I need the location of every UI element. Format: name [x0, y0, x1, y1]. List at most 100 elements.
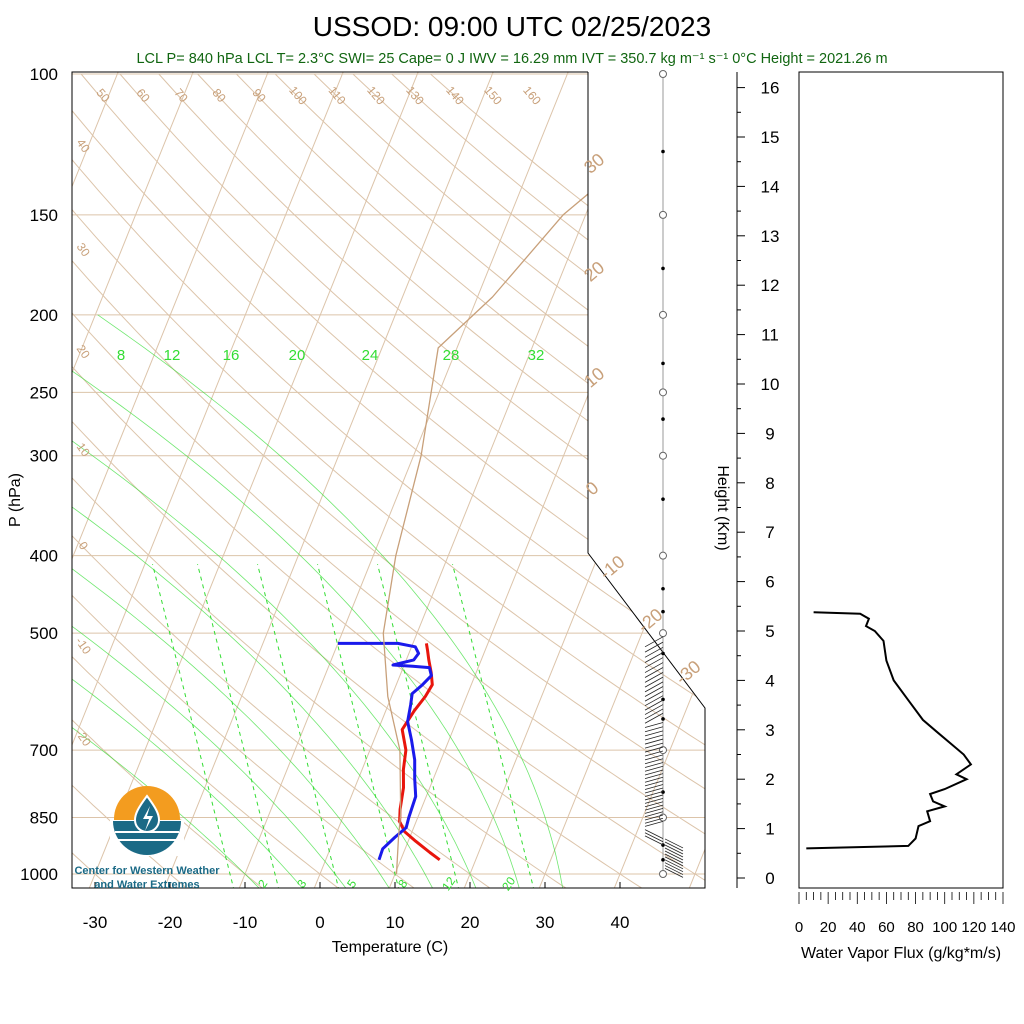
dry-adiabat-line	[72, 73, 705, 888]
dry-adiabat-line	[72, 73, 647, 888]
dry-adiabat-line	[391, 73, 705, 888]
temperature-label-right: 10	[580, 363, 608, 391]
isotherm-line	[87, 72, 426, 888]
wind-barb	[644, 758, 664, 765]
isotherm-label: 50	[93, 86, 113, 105]
temperature-tick-label: -30	[83, 913, 108, 932]
height-tick-label: 8	[765, 474, 774, 493]
mixing-ratio-line	[257, 564, 340, 888]
pressure-tick-label: 500	[30, 624, 58, 643]
isotherm-label: 70	[171, 86, 191, 105]
wind-barb	[644, 708, 664, 720]
height-tick-label: 11	[761, 326, 779, 345]
moist-adiabat-line	[72, 314, 349, 888]
isotherm-label: 160	[520, 83, 544, 108]
wind-barb	[644, 804, 664, 811]
wind-barb	[644, 821, 664, 827]
height-tick-label: 13	[761, 227, 780, 246]
mixing-ratio-label: 32	[528, 347, 545, 364]
dry-adiabat-line	[158, 73, 705, 888]
dry-adiabat-line	[72, 73, 191, 888]
wind-level-dot	[661, 149, 665, 154]
dewpoint-profile-line	[337, 641, 433, 861]
moist-adiabat-line	[72, 314, 478, 888]
pressure-tick-label: 400	[30, 547, 58, 566]
chart-subtitle: LCL P= 840 hPa LCL T= 2.3°C SWI= 25 Cape…	[136, 51, 887, 67]
height-tick-label: 2	[765, 770, 774, 789]
wind-barb	[644, 794, 664, 801]
temperature-tick-label: -10	[233, 913, 258, 932]
wind-barbs	[644, 70, 684, 878]
wind-barb	[644, 734, 664, 741]
mixing-ratio-line	[152, 564, 235, 888]
wind-level-dot	[661, 266, 665, 271]
wind-level-marker	[659, 451, 667, 460]
wind-barb	[644, 671, 664, 683]
mixing-ratio-label: 28	[443, 347, 460, 364]
wind-level-marker	[659, 388, 667, 397]
wind-barb	[644, 686, 664, 697]
mixing-ratio-label: 24	[362, 347, 379, 364]
flux-tick-label: 60	[878, 919, 895, 936]
height-tick-label: 12	[761, 276, 780, 295]
temperature-tick-label: -20	[158, 913, 183, 932]
dry-adiabat-line	[72, 73, 705, 888]
wind-barb	[664, 865, 684, 875]
dry-adiabat-line	[72, 73, 705, 888]
temperature-label-right: -10	[596, 551, 629, 583]
isotherm-line	[72, 72, 201, 888]
wind-barb	[644, 695, 664, 707]
flux-tick-label: 0	[795, 919, 803, 936]
dry-adiabat-line	[80, 73, 705, 888]
flux-tick-label: 40	[849, 919, 866, 936]
wind-level-marker	[659, 629, 667, 638]
wind-barb	[644, 829, 664, 839]
temperature-label-left: 10	[74, 440, 93, 459]
mixing-ratio-label: 12	[164, 347, 181, 364]
wind-level-dot	[661, 858, 665, 862]
height-tick-label: 9	[765, 424, 774, 443]
wind-level-dot	[661, 717, 665, 721]
wind-level-marker	[659, 551, 667, 560]
isotherm-line	[612, 72, 705, 888]
skewt-lines	[72, 72, 705, 888]
flux-axis-label: Water Vapor Flux (g/kg*m/s)	[801, 945, 1001, 962]
wind-barb	[664, 859, 684, 870]
wind-barb	[644, 681, 664, 693]
wind-level-dot	[661, 586, 665, 591]
wind-barb	[664, 844, 684, 855]
temperature-label-right: 0	[582, 478, 603, 500]
wind-level-dot	[661, 651, 665, 656]
wind-barb	[644, 776, 664, 783]
mixing-ratio-label: 16	[223, 347, 240, 364]
wind-barb	[644, 797, 664, 804]
isotherm-label: 140	[443, 83, 467, 108]
temperature-label-right: 20	[580, 257, 608, 285]
wind-barb	[644, 641, 664, 653]
wind-barb	[644, 762, 664, 768]
pressure-tick-label: 200	[30, 306, 58, 325]
moist-adiabat-line	[72, 314, 263, 888]
temperature-tick-label: 10	[386, 913, 405, 932]
mixing-ratio-line	[197, 564, 280, 888]
moist-adiabat-line	[72, 314, 392, 888]
wind-barb	[644, 773, 664, 780]
mixing-ratio-line	[317, 564, 400, 888]
wind-barb	[644, 784, 664, 790]
wind-barb	[644, 704, 664, 715]
wind-barb	[644, 814, 664, 821]
pressure-tick-label: 150	[30, 206, 58, 225]
height-tick-label: 16	[761, 79, 780, 98]
height-tick-label: 10	[761, 375, 780, 394]
isotherm-line	[462, 72, 705, 888]
wind-barb	[644, 808, 664, 814]
temperature-label-left: 30	[74, 240, 93, 259]
isotherm-line	[237, 72, 576, 888]
pressure-tick-label: 100	[30, 65, 58, 84]
wind-barb	[644, 636, 664, 648]
temperature-label-left: 20	[74, 342, 93, 361]
isotherm-line	[72, 72, 276, 888]
flux-tick-label: 20	[820, 919, 837, 936]
dry-adiabat-line	[197, 73, 705, 888]
temperature-tick-label: 40	[611, 913, 630, 932]
